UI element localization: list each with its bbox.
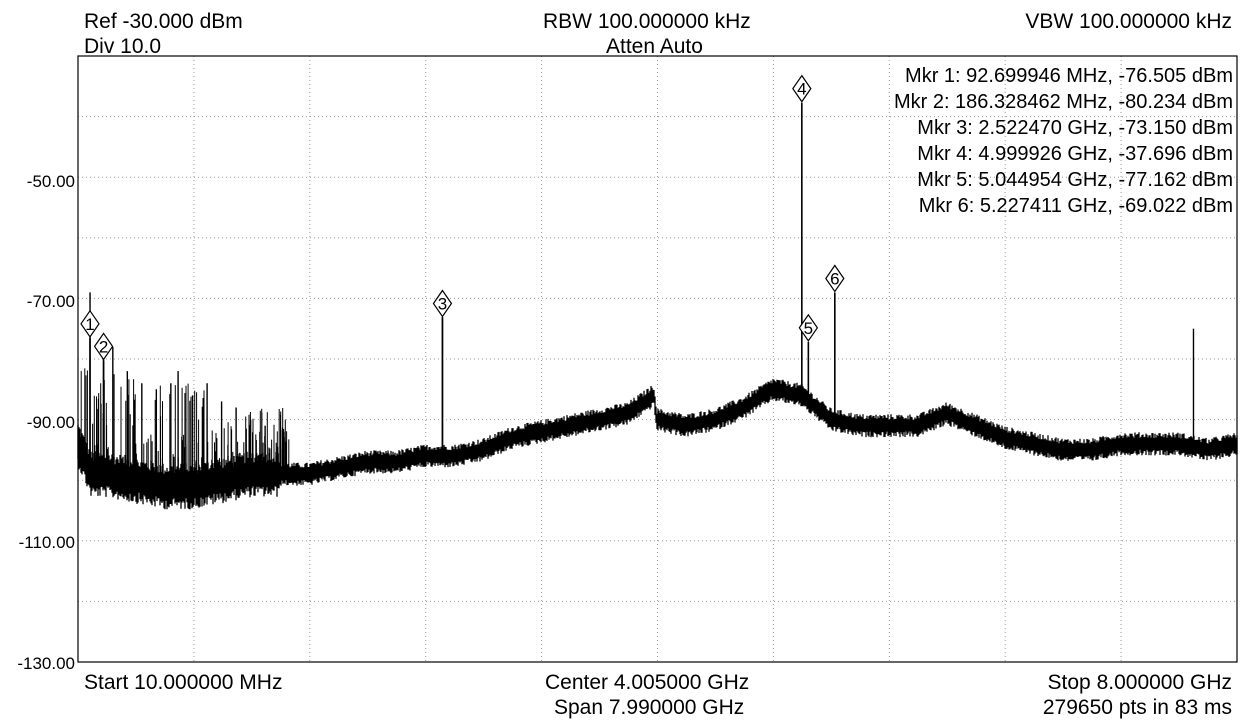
marker-6-diamond xyxy=(825,264,845,293)
marker-3-diamond xyxy=(432,289,453,318)
y-tick-label: -70.00 xyxy=(26,292,75,311)
marker-5-readout: Mkr 5: 5.044954 GHz, -77.162 dBm xyxy=(917,169,1233,191)
plot-frame xyxy=(77,55,1238,663)
center-frequency: Center 4.005000 GHz xyxy=(545,671,750,694)
marker-2-number: 2 xyxy=(99,337,108,356)
reference-level: Ref -30.000 dBm xyxy=(84,10,243,33)
marker-6-readout: Mkr 6: 5.227411 GHz, -69.022 dBm xyxy=(919,195,1233,217)
y-tick-label: -90.00 xyxy=(26,413,75,432)
video-bandwidth: VBW 100.000000 kHz xyxy=(1025,10,1232,33)
y-tick-label: -110.00 xyxy=(18,533,75,552)
attenuation: Atten Auto xyxy=(606,35,703,58)
frequency-span: Span 7.990000 GHz xyxy=(554,696,745,719)
marker-1-number: 1 xyxy=(85,315,94,334)
marker-readout-table: Mkr 1: 92.699946 MHz, -76.505 dBm Mkr 2: … xyxy=(894,65,1233,217)
marker-6-number: 6 xyxy=(830,269,839,288)
start-frequency: Start 10.000000 MHz xyxy=(84,671,283,694)
marker-3-readout: Mkr 3: 2.522470 GHz, -73.150 dBm xyxy=(917,117,1233,139)
y-tick-label: -130.00 xyxy=(17,654,75,673)
marker-4-number: 4 xyxy=(797,80,806,99)
sweep-points: 279650 pts in 83 ms xyxy=(1042,696,1232,719)
stop-frequency: Stop 8.000000 GHz xyxy=(1047,671,1232,694)
marker-1-diamond xyxy=(80,309,100,338)
marker-2-readout: Mkr 2: 186.328462 MHz, -80.234 dBm xyxy=(894,91,1233,113)
marker-2-diamond xyxy=(93,332,114,361)
marker-4-readout: Mkr 4: 4.999926 GHz, -37.696 dBm xyxy=(917,143,1233,165)
marker-1-readout: Mkr 1: 92.699946 MHz, -76.505 dBm xyxy=(905,65,1233,87)
resolution-bandwidth: RBW 100.000000 kHz xyxy=(543,10,751,33)
marker-5-diamond xyxy=(798,313,819,342)
plot-grid xyxy=(78,56,1237,662)
low-frequency-spurs xyxy=(80,368,290,487)
marker-3-number: 3 xyxy=(438,294,447,313)
marker-layer: 12 3 4 5 6 xyxy=(80,74,845,475)
marker-4-diamond xyxy=(792,74,812,103)
y-tick-label: -50.00 xyxy=(26,172,75,191)
scale-division: Div 10.0 xyxy=(84,35,162,58)
marker-5-number: 5 xyxy=(804,319,813,338)
